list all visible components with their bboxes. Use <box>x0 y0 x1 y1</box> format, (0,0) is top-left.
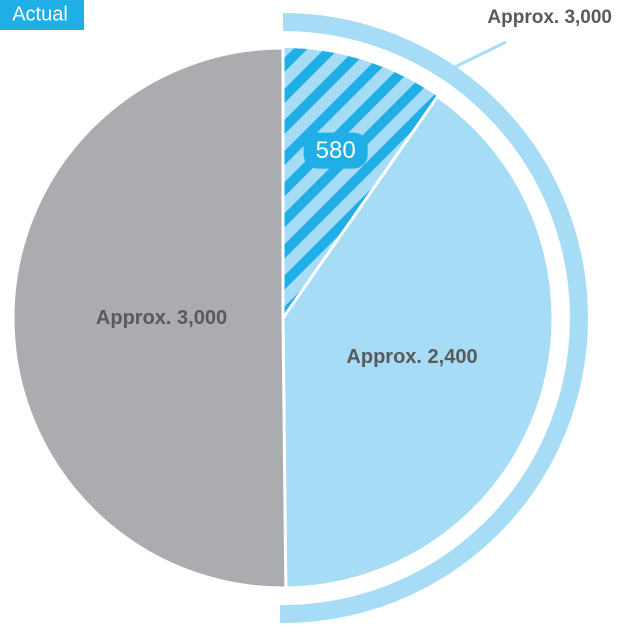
pie-slice <box>283 48 438 318</box>
data-label: Approx. 3,000 <box>96 307 227 329</box>
outer-ring <box>279 13 588 623</box>
data-label: Approx. 2,400 <box>346 346 477 368</box>
value-badge <box>303 132 368 169</box>
outer-ring-label: Approx. 3,000 <box>487 7 612 28</box>
pie-slice <box>11 46 288 590</box>
pie-slice <box>281 94 555 590</box>
data-label: 580 <box>316 137 356 164</box>
title-badge <box>0 0 84 30</box>
leader-line <box>453 40 507 69</box>
chart-title: Actual <box>12 3 68 25</box>
